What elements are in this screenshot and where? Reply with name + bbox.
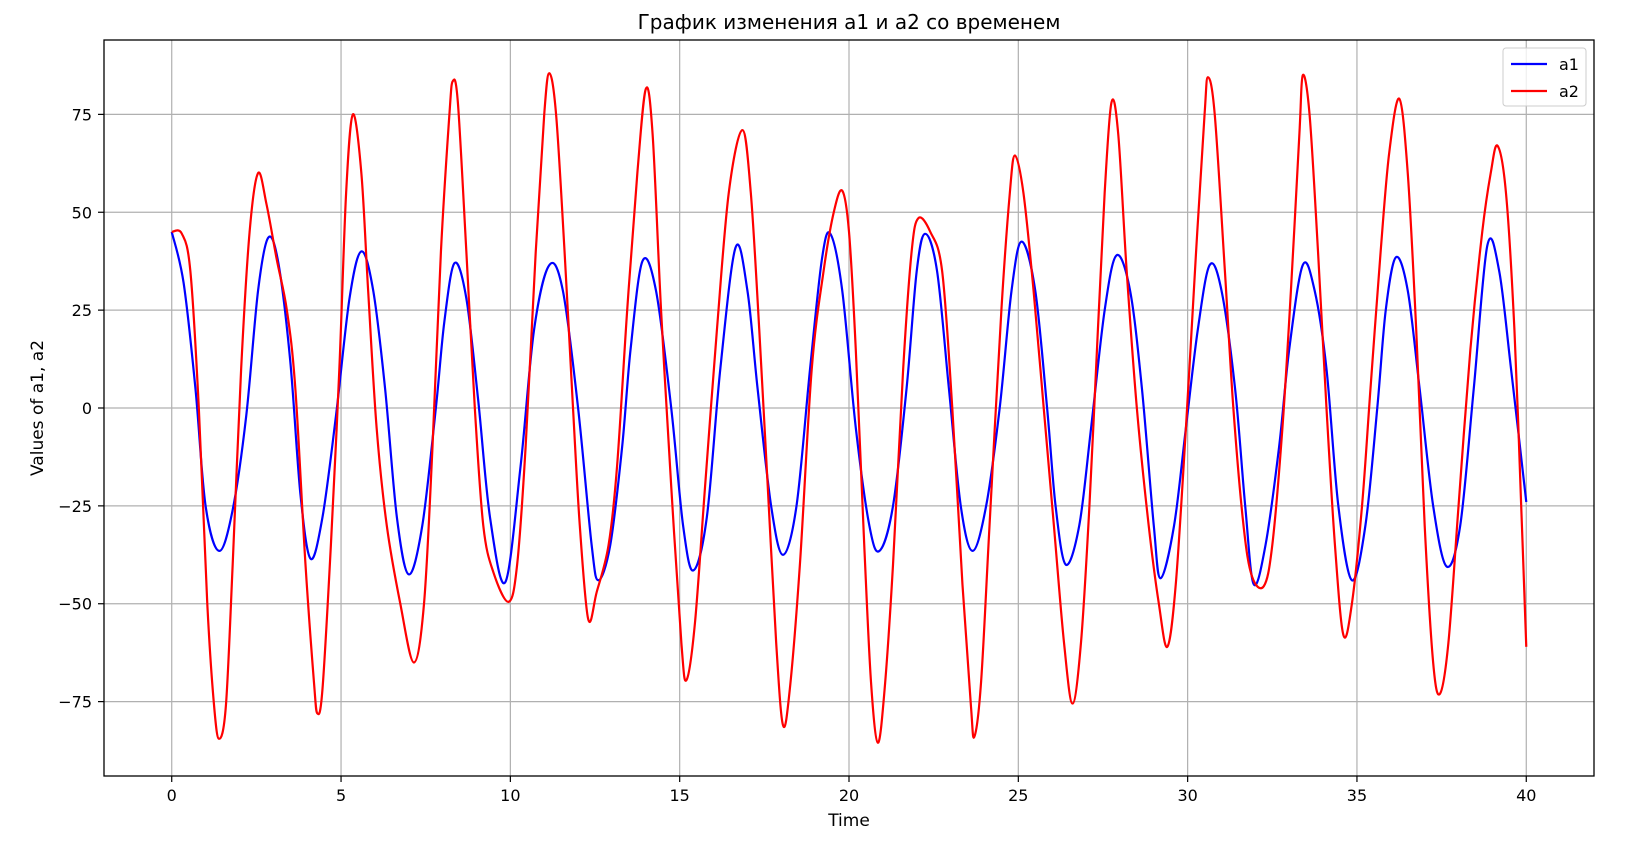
- y-tick-label: 75: [72, 105, 92, 124]
- y-tick-label: −75: [58, 693, 92, 712]
- y-tick-label: −25: [58, 497, 92, 516]
- x-tick-label: 40: [1516, 786, 1536, 805]
- y-tick-label: −50: [58, 595, 92, 614]
- x-tick-label: 20: [839, 786, 859, 805]
- y-tick-label: 50: [72, 203, 92, 222]
- x-tick-label: 10: [500, 786, 520, 805]
- x-tick-label: 15: [670, 786, 690, 805]
- x-tick-label: 0: [167, 786, 177, 805]
- y-tick-label: 0: [82, 399, 92, 418]
- y-tick-label: 25: [72, 301, 92, 320]
- grid: [104, 40, 1594, 776]
- legend-label-a1: a1: [1559, 55, 1579, 74]
- x-tick-label: 25: [1008, 786, 1028, 805]
- x-tick-label: 5: [336, 786, 346, 805]
- x-axis-title: Time: [827, 811, 870, 831]
- x-tick-label: 30: [1177, 786, 1197, 805]
- x-tick-label: 35: [1347, 786, 1367, 805]
- legend-label-a2: a2: [1559, 82, 1579, 101]
- series-line-a1: [170, 231, 1528, 587]
- y-axis: −75 −50 −25 0 25 50 75: [58, 105, 104, 712]
- series-lines: [170, 72, 1528, 744]
- y-axis-title: Values of a1, a2: [28, 340, 48, 476]
- x-axis: 0 5 10 15 20 25 30 35 40: [167, 776, 1536, 805]
- series-line-a2: [171, 72, 1528, 744]
- chart-title: График изменения a1 и a2 со временем: [638, 10, 1061, 34]
